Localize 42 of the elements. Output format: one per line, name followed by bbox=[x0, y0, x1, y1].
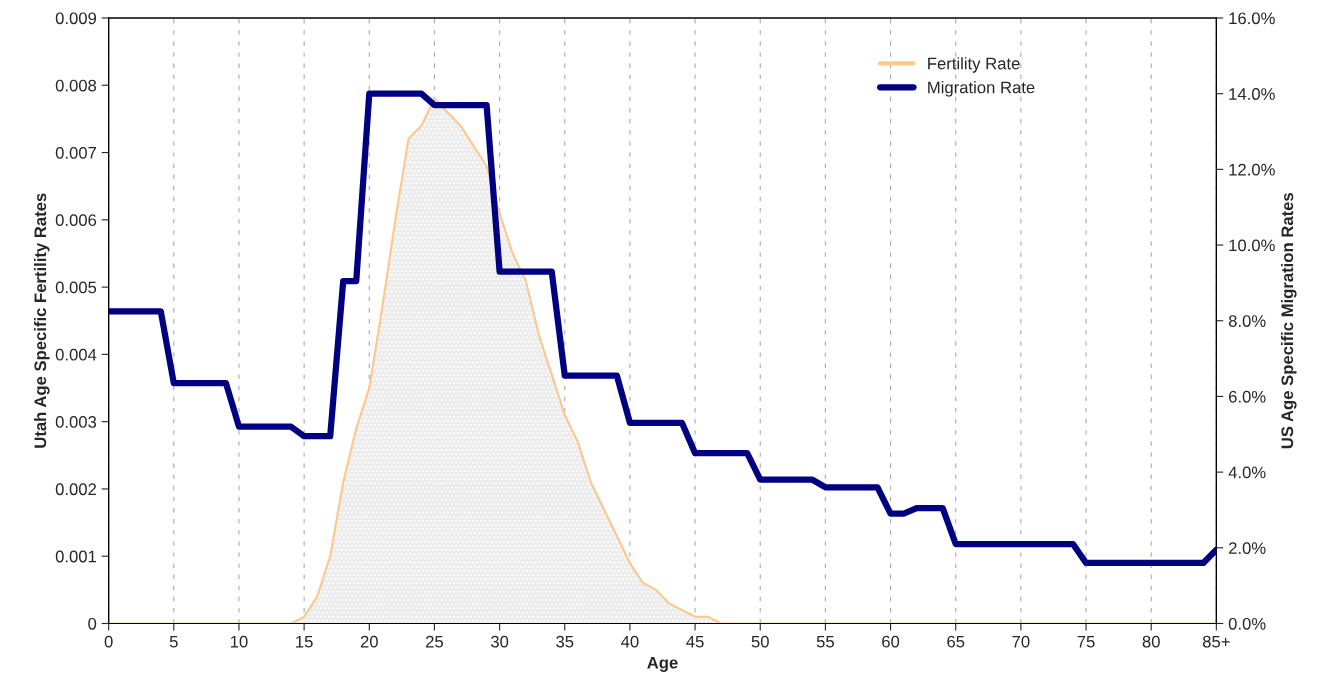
x-tick-label: 25 bbox=[426, 635, 444, 648]
x-tick-label: 70 bbox=[1012, 635, 1030, 648]
y-tick-label: 0.003 bbox=[55, 416, 97, 428]
y2-tick-label: 12.0% bbox=[1229, 163, 1275, 176]
x-tick-label: 85+ bbox=[1202, 635, 1230, 648]
y-tick-label: 0 bbox=[88, 617, 97, 630]
x-tick-label: 0 bbox=[104, 635, 113, 648]
y2-axis-title: US Age Specific Migration Rates bbox=[1280, 193, 1297, 449]
legend-label: Migration Rate bbox=[928, 81, 1035, 97]
x-tick-label: 35 bbox=[556, 635, 574, 648]
x-tick-label: 75 bbox=[1077, 635, 1095, 648]
x-tick-label: 45 bbox=[686, 635, 704, 648]
x-tick-label: 50 bbox=[751, 635, 769, 648]
y2-tick-label: 16.0% bbox=[1229, 12, 1275, 25]
x-tick-label: 20 bbox=[360, 635, 378, 648]
y2-tick-label: 8.0% bbox=[1228, 315, 1266, 327]
y-tick-label: 0.008 bbox=[55, 79, 97, 92]
x-axis-title: Age bbox=[647, 656, 678, 672]
x-tick-label: 55 bbox=[816, 635, 834, 648]
x-tick-label: 5 bbox=[169, 635, 178, 648]
y2-tick-label: 14.0% bbox=[1229, 88, 1275, 100]
y2-tick-label: 4.0% bbox=[1228, 466, 1266, 479]
y-tick-label: 0.001 bbox=[55, 550, 97, 563]
x-tick-label: 60 bbox=[882, 635, 900, 648]
y-tick-label: 0.006 bbox=[55, 214, 97, 227]
x-tick-label: 40 bbox=[621, 635, 639, 648]
y-tick-label: 0.004 bbox=[55, 348, 97, 361]
x-tick-label: 30 bbox=[490, 635, 509, 648]
y2-tick-label: 0.0% bbox=[1228, 617, 1266, 630]
y-tick-label: 0.009 bbox=[55, 12, 97, 25]
y-axis-title: Utah Age Specific Fertility Rates bbox=[33, 193, 50, 448]
x-tick-label: 10 bbox=[230, 635, 248, 648]
x-tick-label: 15 bbox=[296, 635, 313, 648]
x-tick-label: 80 bbox=[1142, 635, 1160, 648]
y-tick-label: 0.005 bbox=[55, 281, 97, 294]
y-tick-label: 0.007 bbox=[55, 146, 97, 159]
x-tick-label: 65 bbox=[947, 635, 965, 648]
y-tick-label: 0.002 bbox=[55, 483, 97, 496]
y2-tick-label: 2.0% bbox=[1228, 542, 1266, 555]
legend-label: Fertility Rate bbox=[928, 57, 1020, 73]
y2-tick-label: 10.0% bbox=[1229, 239, 1275, 252]
y2-tick-label: 6.0% bbox=[1229, 390, 1266, 403]
